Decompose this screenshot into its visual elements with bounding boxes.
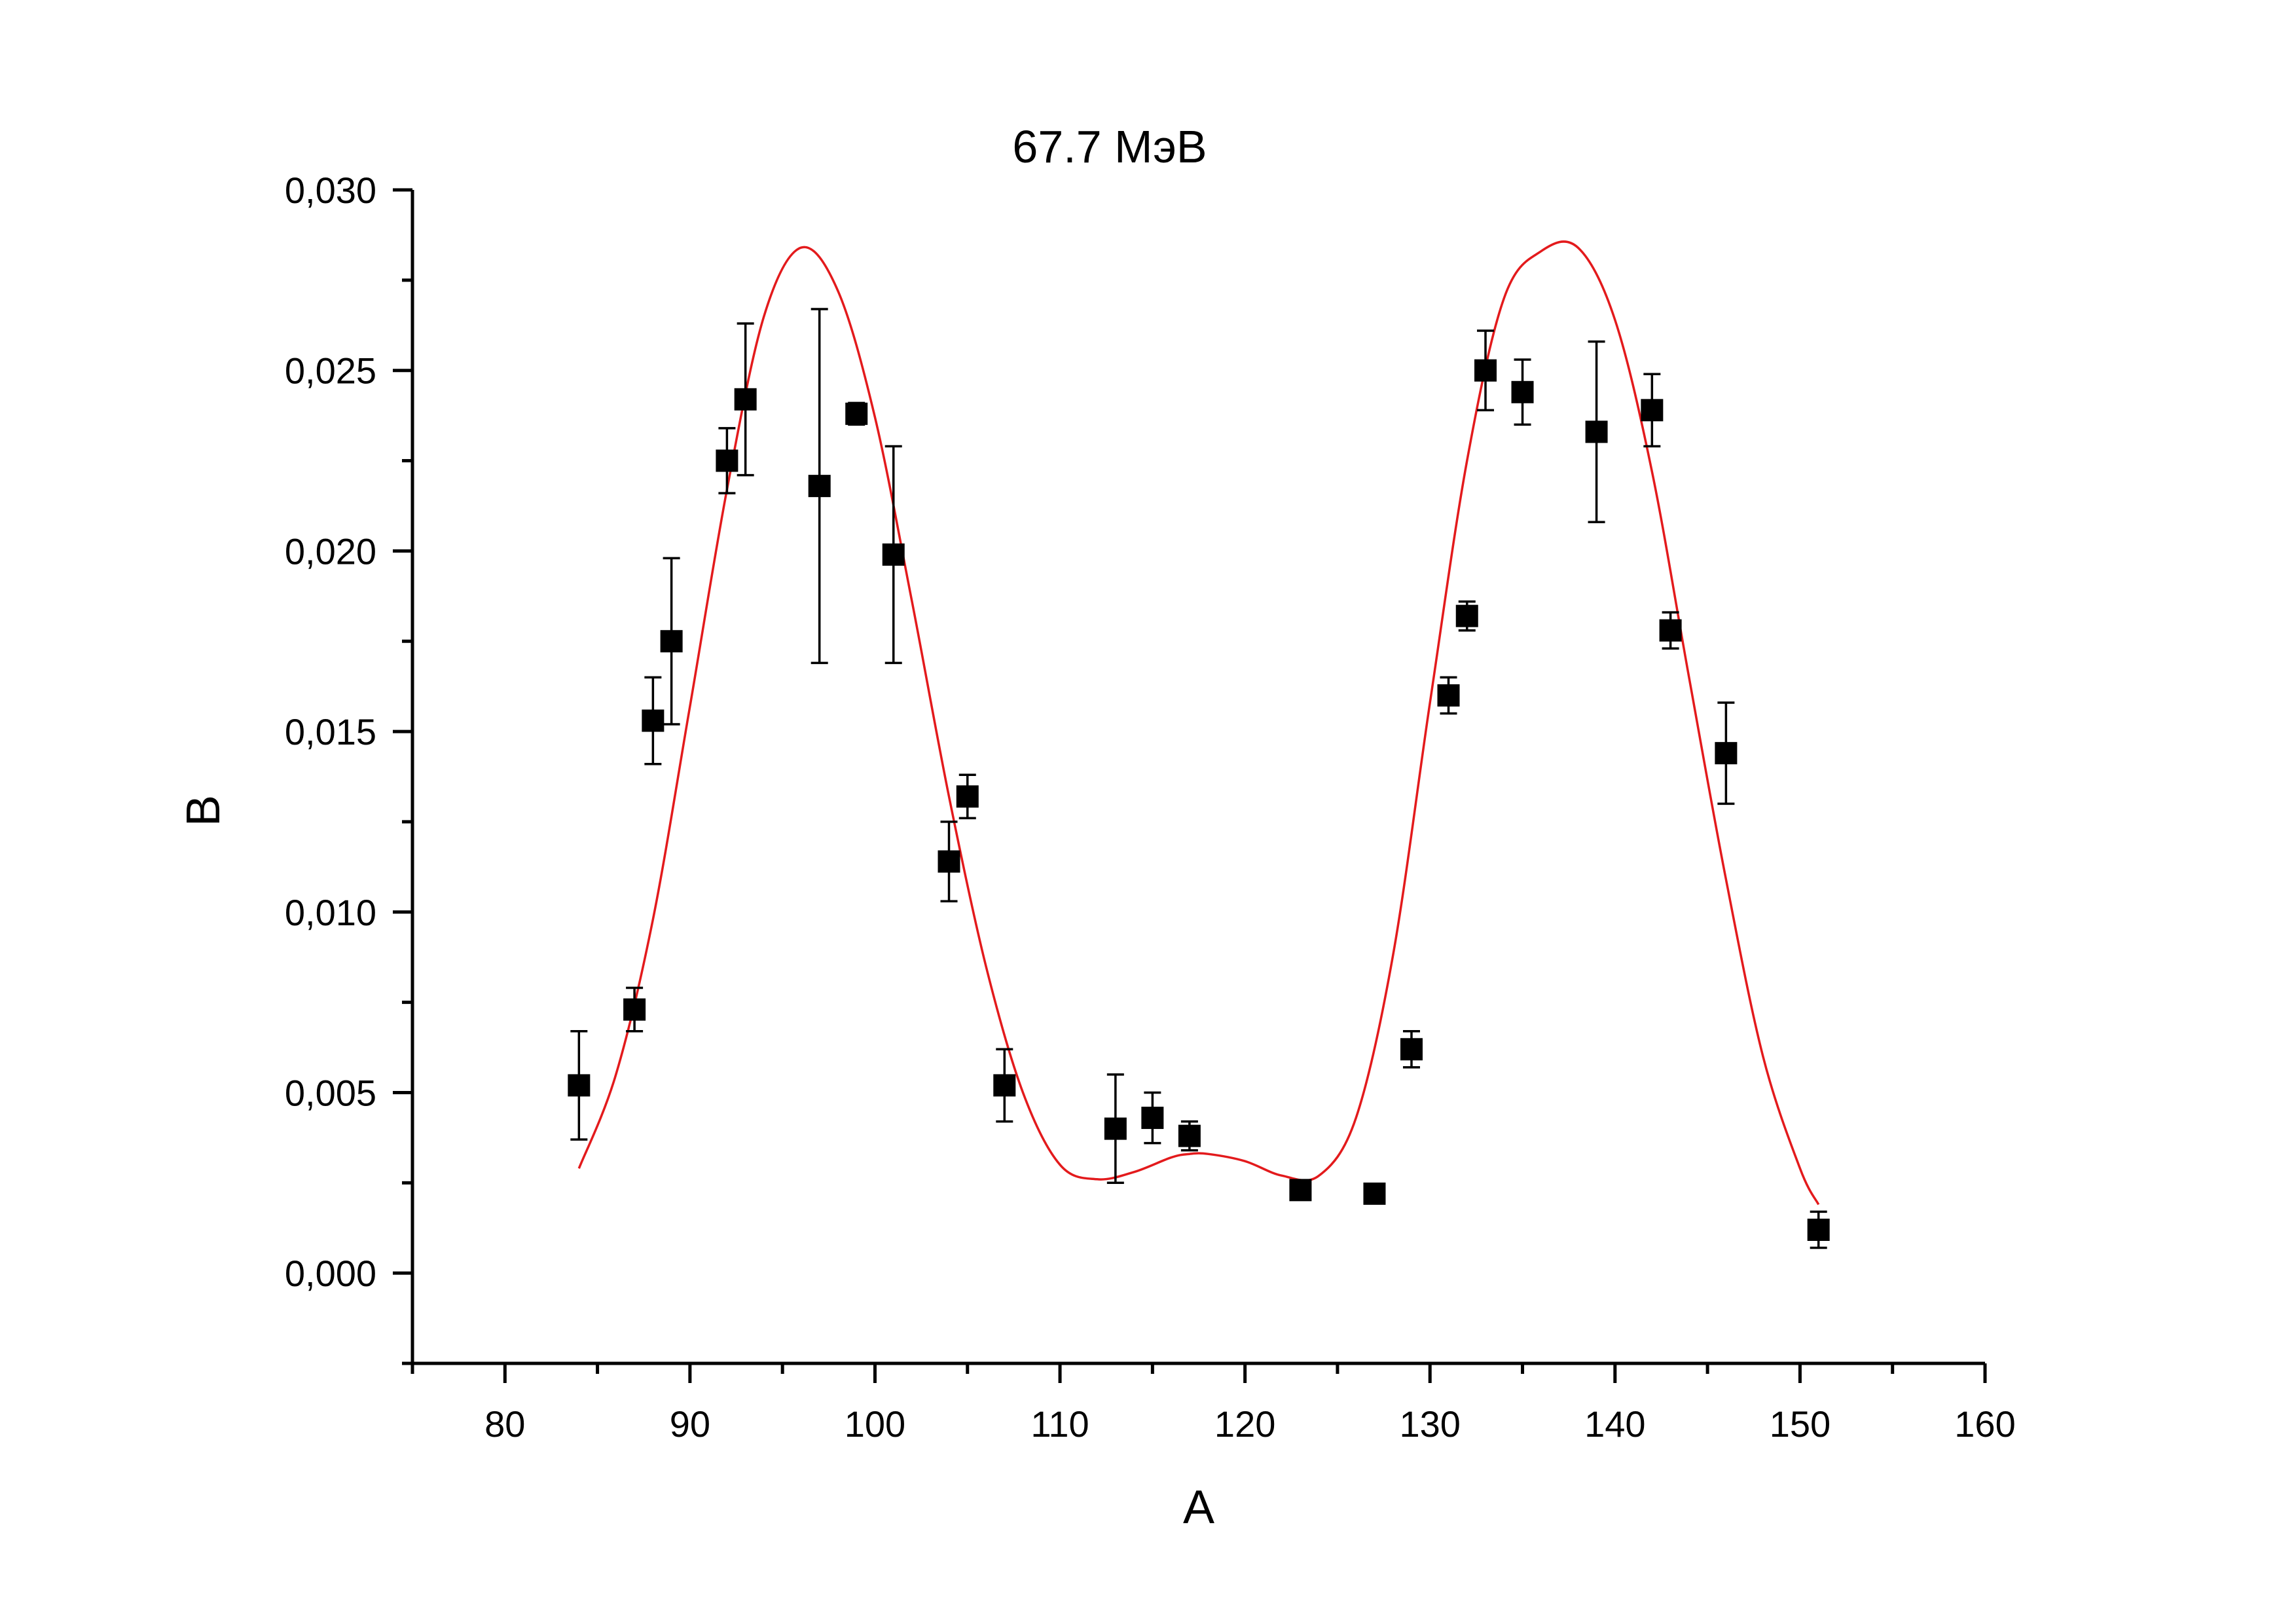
x-tick-label: 150	[1770, 1403, 1831, 1445]
y-ticks: 0,000 0,005 0,010 0,015 0,020 0,025 0,030	[285, 170, 412, 1365]
square-marker	[1455, 604, 1478, 627]
data-point	[1178, 1120, 1201, 1152]
x-tick-label: 90	[670, 1403, 710, 1445]
data-point	[1455, 600, 1478, 632]
square-marker	[1715, 742, 1738, 765]
y-tick-label: 0,000	[285, 1253, 376, 1294]
square-marker	[660, 630, 683, 653]
data-point	[956, 773, 979, 820]
data-point	[716, 427, 738, 494]
data-point	[642, 676, 665, 766]
data-point	[845, 401, 868, 426]
square-marker	[1104, 1117, 1127, 1140]
data-point	[938, 821, 960, 902]
square-marker	[808, 475, 831, 498]
square-marker	[1659, 619, 1682, 642]
square-marker	[1141, 1107, 1164, 1130]
square-marker	[1178, 1124, 1201, 1147]
y-tick-label: 0,005	[285, 1072, 376, 1113]
square-marker	[1511, 380, 1534, 403]
data-point	[1363, 1182, 1386, 1205]
square-marker	[568, 1074, 591, 1097]
x-ticks: 80 90 100 110 120 130 140 150 160	[410, 1363, 2016, 1445]
data-point	[882, 445, 905, 665]
square-marker	[1400, 1038, 1423, 1061]
square-marker	[623, 998, 646, 1021]
data-point	[660, 557, 683, 726]
data-point	[1289, 1179, 1312, 1202]
square-marker	[734, 388, 757, 411]
data-point	[1104, 1073, 1127, 1185]
square-marker	[642, 709, 665, 732]
data-point	[1585, 340, 1608, 524]
data-point	[1474, 329, 1497, 412]
x-tick-label: 130	[1400, 1403, 1461, 1445]
data-point	[1641, 373, 1664, 448]
square-marker	[882, 543, 905, 566]
square-marker	[1585, 420, 1608, 443]
x-tick-label: 110	[1030, 1403, 1089, 1445]
y-tick-label: 0,030	[285, 170, 376, 211]
square-marker	[845, 402, 868, 425]
square-marker	[1363, 1182, 1386, 1205]
square-marker	[993, 1074, 1016, 1097]
square-marker	[1641, 399, 1664, 422]
data-point	[1141, 1091, 1164, 1145]
square-marker	[1807, 1218, 1830, 1241]
x-tick-label: 120	[1214, 1403, 1275, 1445]
data-point	[1715, 701, 1738, 805]
data-point	[623, 986, 646, 1033]
y-tick-label: 0,020	[285, 530, 376, 572]
data-point	[1400, 1029, 1423, 1069]
data-points	[568, 308, 1830, 1249]
data-point	[1659, 611, 1682, 650]
data-point	[808, 308, 831, 665]
fit-curve	[577, 240, 1820, 1206]
square-marker	[1474, 359, 1497, 382]
x-axis-label: A	[1183, 1481, 1214, 1534]
y-tick-label: 0,010	[285, 892, 376, 933]
y-axis-label: B	[177, 795, 230, 826]
y-tick-label: 0,025	[285, 350, 376, 392]
chart-title: 67.7 МэВ	[1012, 121, 1207, 172]
square-marker	[956, 785, 979, 808]
data-point	[734, 322, 757, 477]
square-marker	[716, 449, 738, 472]
x-tick-label: 140	[1584, 1403, 1645, 1445]
square-marker	[1289, 1179, 1312, 1202]
square-marker	[1437, 684, 1460, 707]
square-marker	[938, 850, 960, 873]
x-tick-label: 80	[484, 1403, 525, 1445]
data-point	[1437, 676, 1460, 715]
data-point	[1511, 358, 1534, 426]
x-tick-label: 160	[1954, 1403, 2015, 1445]
x-tick-label: 100	[845, 1403, 905, 1445]
axes: 80 90 100 110 120 130 140 150 160 0,000 0,005 0,01…	[285, 170, 2016, 1445]
y-tick-label: 0,015	[285, 711, 376, 752]
data-point	[568, 1029, 591, 1141]
data-point	[993, 1048, 1016, 1123]
data-point	[1807, 1210, 1830, 1249]
